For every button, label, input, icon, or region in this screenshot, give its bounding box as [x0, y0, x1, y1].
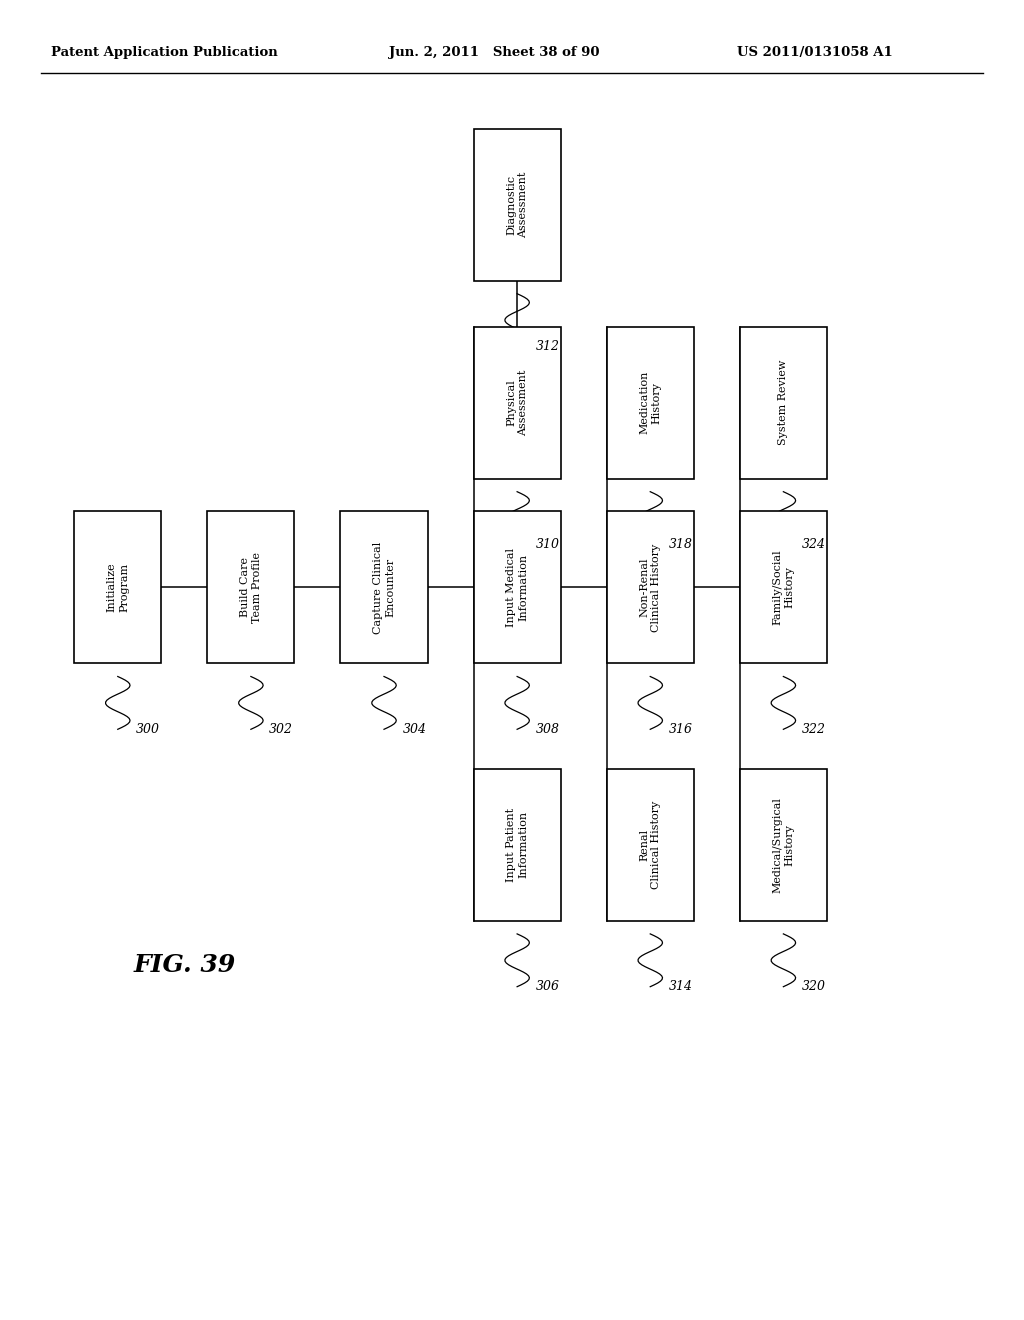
FancyBboxPatch shape — [606, 511, 694, 663]
Text: Diagnostic
Assessment: Diagnostic Assessment — [506, 172, 528, 238]
FancyBboxPatch shape — [473, 768, 561, 921]
Text: 310: 310 — [536, 539, 559, 550]
Text: FIG. 39: FIG. 39 — [133, 953, 236, 977]
Text: 306: 306 — [536, 979, 559, 993]
Text: US 2011/0131058 A1: US 2011/0131058 A1 — [737, 46, 893, 59]
FancyBboxPatch shape — [473, 327, 561, 479]
Text: Input Patient
Information: Input Patient Information — [506, 808, 528, 882]
Text: Non-Renal
Clinical History: Non-Renal Clinical History — [639, 544, 662, 631]
FancyBboxPatch shape — [606, 327, 694, 479]
Text: System Review: System Review — [778, 360, 788, 445]
Text: Capture Clinical
Encounter: Capture Clinical Encounter — [373, 541, 395, 634]
Text: Jun. 2, 2011   Sheet 38 of 90: Jun. 2, 2011 Sheet 38 of 90 — [389, 46, 600, 59]
Text: 320: 320 — [802, 979, 825, 993]
FancyBboxPatch shape — [739, 327, 827, 479]
Text: Family/Social
History: Family/Social History — [772, 549, 795, 626]
Text: Initialize
Program: Initialize Program — [106, 562, 129, 612]
Text: Physical
Assessment: Physical Assessment — [506, 370, 528, 436]
FancyBboxPatch shape — [739, 768, 827, 921]
Text: 314: 314 — [669, 979, 692, 993]
FancyBboxPatch shape — [340, 511, 428, 663]
Text: 316: 316 — [669, 722, 692, 735]
Text: 324: 324 — [802, 539, 825, 550]
FancyBboxPatch shape — [739, 511, 827, 663]
Text: Build Care
Team Profile: Build Care Team Profile — [240, 552, 262, 623]
Text: Medication
History: Medication History — [639, 371, 662, 434]
Text: 312: 312 — [536, 341, 559, 352]
Text: Medical/Surgical
History: Medical/Surgical History — [772, 797, 795, 892]
FancyBboxPatch shape — [207, 511, 295, 663]
Text: Patent Application Publication: Patent Application Publication — [51, 46, 278, 59]
Text: 318: 318 — [669, 539, 692, 550]
Text: Input Medical
Information: Input Medical Information — [506, 548, 528, 627]
Text: 308: 308 — [536, 722, 559, 735]
Text: 302: 302 — [269, 722, 293, 735]
Text: Renal
Clinical History: Renal Clinical History — [639, 801, 662, 888]
FancyBboxPatch shape — [606, 768, 694, 921]
Text: 322: 322 — [802, 722, 825, 735]
Text: 300: 300 — [136, 722, 160, 735]
FancyBboxPatch shape — [473, 511, 561, 663]
Text: 304: 304 — [402, 722, 426, 735]
FancyBboxPatch shape — [75, 511, 162, 663]
FancyBboxPatch shape — [473, 129, 561, 281]
